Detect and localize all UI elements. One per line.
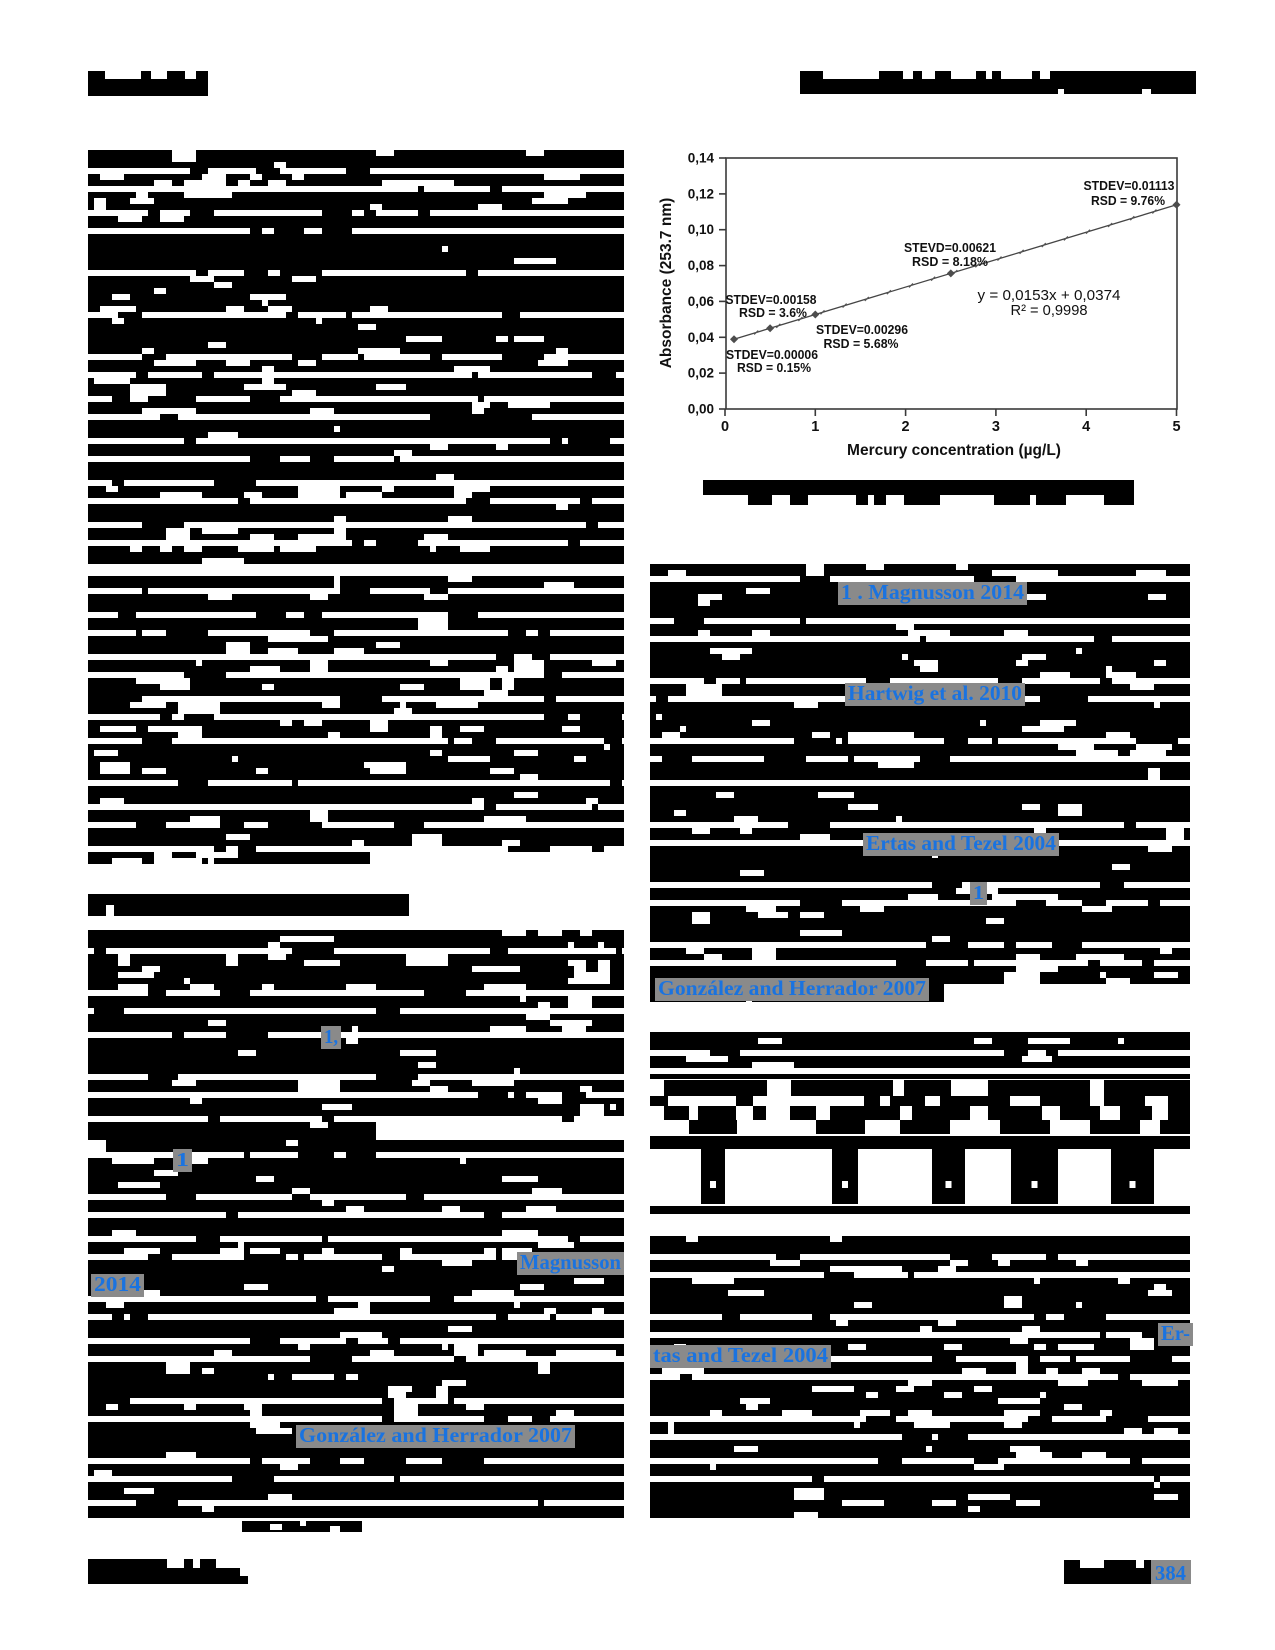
svg-text:2: 2 (902, 419, 910, 435)
svg-text:5: 5 (1172, 419, 1180, 435)
svg-text:Ertas and Tezel 2004: Ertas and Tezel 2004 (866, 831, 1056, 855)
svg-text:RSD = 3.6%: RSD = 3.6% (739, 305, 807, 320)
svg-text:0,12: 0,12 (688, 186, 714, 201)
svg-text:y = 0,0153x + 0,0374: y = 0,0153x + 0,0374 (978, 287, 1121, 304)
svg-text:3: 3 (992, 419, 1000, 435)
svg-text:STDEV=0.00296: STDEV=0.00296 (816, 322, 908, 337)
svg-text:RSD = 5.68%: RSD = 5.68% (824, 336, 899, 351)
svg-text:tas and Tezel 2004: tas and Tezel 2004 (653, 1343, 829, 1367)
svg-text:RSD = 0.15%: RSD = 0.15% (737, 360, 811, 375)
svg-text:0: 0 (721, 419, 729, 435)
svg-text:RSD = 9.76%: RSD = 9.76% (1091, 193, 1165, 208)
svg-text:STEVD=0.00621: STEVD=0.00621 (904, 240, 996, 255)
svg-text:RSD = 8.18%: RSD = 8.18% (912, 254, 988, 269)
svg-text:0,10: 0,10 (688, 222, 714, 237)
svg-text:0,08: 0,08 (688, 258, 715, 273)
svg-text:2014: 2014 (94, 1272, 142, 1296)
svg-text:STDEV=0.00158: STDEV=0.00158 (726, 292, 817, 307)
svg-text:Magnusson: Magnusson (520, 1250, 621, 1274)
svg-text:384: 384 (1155, 1561, 1186, 1585)
svg-text:1: 1 (973, 882, 984, 904)
svg-text:1: 1 (811, 419, 819, 435)
svg-text:González and Herrador 2007: González and Herrador 2007 (299, 1423, 572, 1447)
svg-text:González and Herrador 2007: González and Herrador 2007 (658, 976, 926, 1000)
svg-text:STDEV=0.01113: STDEV=0.01113 (1084, 178, 1175, 193)
svg-text:0,02: 0,02 (688, 366, 714, 381)
svg-text:Absorbance (253.7 nm): Absorbance (253.7 nm) (658, 198, 675, 369)
svg-text:1: 1 (176, 1149, 189, 1171)
svg-text:Hartwig et al. 2010: Hartwig et al. 2010 (848, 681, 1022, 705)
svg-text:0,14: 0,14 (688, 151, 715, 166)
svg-text:R² = 0,9998: R² = 0,9998 (1011, 302, 1088, 319)
svg-text:0,00: 0,00 (688, 402, 714, 417)
svg-text:0,04: 0,04 (688, 330, 715, 345)
svg-text:Er-: Er- (1161, 1321, 1190, 1345)
svg-text:1 . Magnusson 2014: 1 . Magnusson 2014 (841, 580, 1025, 604)
svg-text:1,: 1, (324, 1026, 338, 1048)
svg-text:Mercury concentration (µg/L): Mercury concentration (µg/L) (847, 442, 1061, 459)
svg-text:4: 4 (1082, 419, 1090, 435)
svg-text:STDEV=0.00006: STDEV=0.00006 (726, 347, 818, 362)
svg-text:0,06: 0,06 (688, 294, 715, 309)
